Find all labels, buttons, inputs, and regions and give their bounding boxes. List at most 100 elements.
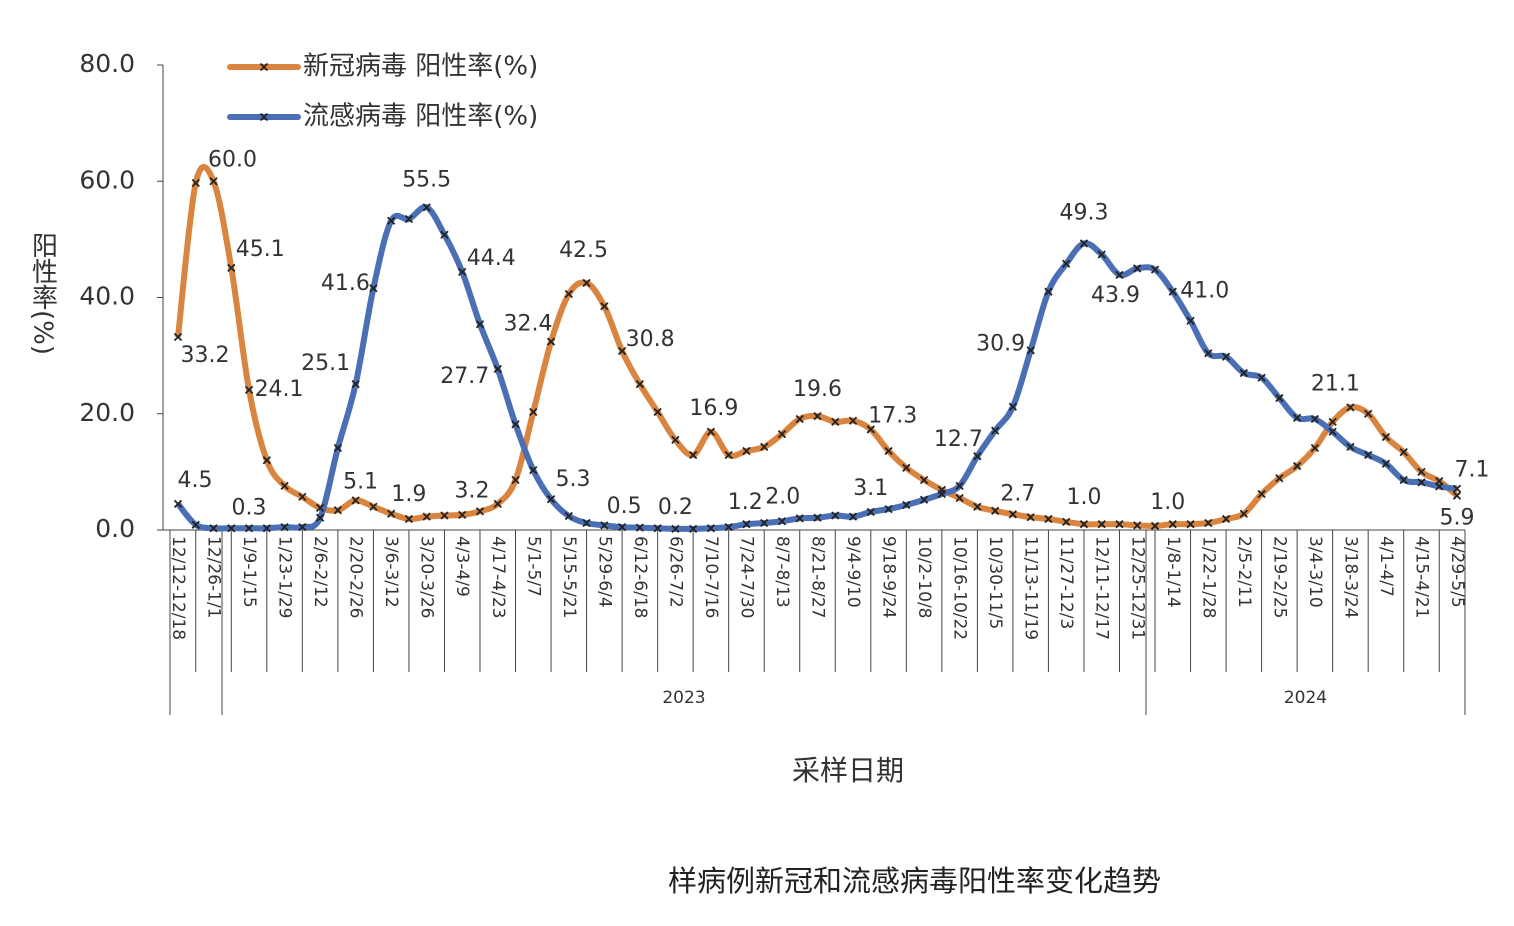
data-point [227,263,236,272]
data-point [404,514,414,524]
x-tick-label: 3/20-3/26 [417,536,437,619]
data-label: 7.1 [1455,458,1490,483]
data-point [333,443,343,453]
data-point [333,506,343,515]
data-point [244,385,254,395]
data-point [919,475,929,485]
data-point [1417,467,1426,477]
data-point [387,509,396,518]
data-point [529,465,538,475]
data-point [1417,478,1426,487]
y-tick-label: 60.0 [79,165,135,194]
data-point [1097,250,1106,259]
data-label: 1.0 [1150,490,1185,515]
data-point [724,522,733,532]
x-tick-label: 2/19-2/25 [1269,536,1289,619]
data-point [1062,517,1071,526]
data-point [671,524,680,533]
data-label: 32.4 [504,312,553,337]
data-label: 43.9 [1091,283,1140,308]
data-label: 0.3 [232,495,267,520]
data-point [458,510,467,520]
data-label: 45.1 [236,237,285,262]
data-point [209,524,218,533]
data-label: 30.9 [976,331,1025,356]
x-tick-label: 1/23-1/29 [275,536,295,619]
x-tick-label: 4/3-4/9 [452,536,472,597]
data-point [1257,373,1266,382]
legend-marker [259,112,269,122]
data-point [1097,520,1106,529]
x-tick-label: 4/29-5/5 [1447,536,1467,608]
data-label: 0.5 [607,494,642,519]
x-tick-label: 12/26-1/1 [204,536,224,619]
y-axis-title: 阳性率(%) [28,232,58,355]
data-point [475,507,485,516]
data-label: 1.2 [728,490,763,515]
data-point [404,214,414,224]
data-point [919,495,929,504]
data-point [760,518,769,528]
data-point [831,417,840,427]
data-point [351,379,360,389]
data-point [440,230,449,239]
data-label: 42.5 [559,238,608,263]
data-point [1133,264,1142,273]
data-point [1452,491,1462,500]
data-point [955,481,964,490]
data-point [724,450,733,460]
data-point [351,496,360,505]
data-point [529,407,538,417]
data-point [777,517,787,526]
data-point [475,320,485,329]
x-tick-label: 12/11-12/17 [1092,536,1112,640]
data-label: 25.1 [301,351,350,376]
data-point [422,203,431,212]
data-point [653,524,662,533]
data-point [1186,316,1195,325]
x-tick-label: 3/18-3/24 [1340,536,1360,619]
data-point [1115,520,1124,529]
data-label: 4.5 [178,468,213,493]
data-point [546,495,556,504]
x-axis-title: 采样日期 [792,754,904,787]
data-label: 1.0 [1066,485,1101,510]
data-label: 41.0 [1180,279,1229,304]
data-point [831,511,840,520]
x-tick-label: 2/20-2/26 [346,536,366,619]
data-point [884,504,893,514]
x-tick-label: 5/15-5/21 [559,536,579,619]
data-point [280,481,289,490]
x-tick-label: 4/17-4/23 [488,536,508,619]
data-point [617,522,627,532]
data-point [422,512,431,521]
data-point [369,284,378,293]
data-label: 44.4 [467,246,516,271]
data-point [369,502,378,511]
caption: 样病例新冠和流感病毒阳性率变化趋势 [668,864,1161,898]
data-label: 17.3 [868,403,917,428]
data-label: 16.9 [689,396,738,421]
data-point [991,426,1000,435]
data-point [671,435,680,445]
data-point [582,518,591,528]
x-tick-label: 1/22-1/28 [1198,536,1218,619]
x-tick-label: 4/15-4/21 [1411,536,1431,619]
data-point [1168,287,1177,296]
data-point [795,414,804,424]
x-tick-label: 4/1-4/7 [1376,536,1396,597]
data-point [1399,475,1408,485]
data-point [1044,287,1053,296]
data-point [1133,521,1142,530]
x-group-label: 2024 [1284,688,1327,708]
data-point [600,302,609,311]
data-label: 3.2 [454,478,489,503]
data-point [1275,474,1284,483]
data-point [1328,427,1337,436]
data-point [564,511,573,521]
data-point [1310,414,1320,424]
data-point [315,503,325,513]
data-point [458,267,467,277]
data-point [937,489,946,499]
data-point [991,506,1000,515]
